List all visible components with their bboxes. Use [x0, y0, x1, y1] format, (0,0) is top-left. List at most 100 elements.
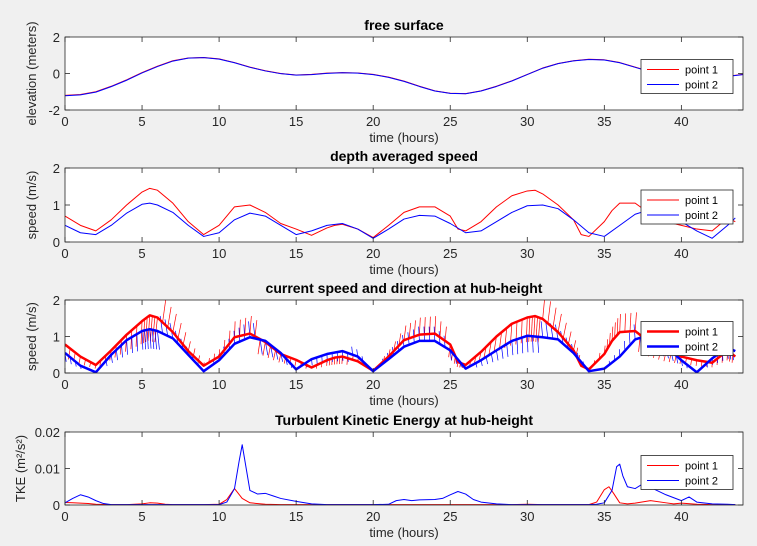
hub-speed-arrow: [403, 325, 407, 341]
tke-legend-box: [640, 455, 734, 490]
hub-speed-arrow: [259, 339, 263, 355]
tke-xtick-label: 30: [520, 509, 534, 524]
free-surface-title: free surface: [364, 17, 444, 33]
hub-speed-data: [65, 300, 737, 373]
free-surface-ytick-label: 2: [53, 30, 60, 45]
hub-speed-arrow: [542, 300, 545, 320]
tke-plot-area: [65, 432, 743, 505]
hub-speed-arrow: [525, 317, 528, 343]
hub-speed-arrow: [444, 326, 447, 341]
hub-speed-legend-box: [640, 321, 734, 356]
hub-speed-arrow: [429, 316, 431, 334]
depth-speed-panel: 0 5 10 15 20 25 30 35 40 0 1 2 depth averaged speed t…: [24, 148, 744, 277]
depth-speed-legend-box: [640, 189, 734, 225]
hub-speed-ytick-label: 2: [53, 293, 60, 308]
hub-speed-arrow: [521, 337, 524, 354]
hub-speed-arrow: [408, 322, 412, 339]
hub-speed-xtick-label: 20: [366, 377, 380, 392]
depth-speed-series-1-line: [65, 187, 736, 239]
hub-speed-xtick-label: 5: [138, 377, 145, 392]
free-surface-ytick-label: 0: [53, 67, 60, 82]
hub-speed-arrow: [526, 335, 529, 353]
depth-speed-xtick-label: 35: [597, 246, 611, 261]
hub-speed-arrow: [187, 341, 191, 352]
hub-speed-arrow: [488, 341, 492, 356]
hub-speed-arrow: [424, 317, 426, 335]
hub-speed-arrow: [530, 316, 533, 342]
depth-speed-xtick-label: 40: [674, 246, 688, 261]
hub-speed-arrow: [144, 330, 146, 350]
hub-speed-xtick-label: 30: [520, 377, 534, 392]
hub-speed-arrow: [131, 337, 133, 354]
hub-speed-arrow: [149, 329, 152, 349]
depth-speed-data: [65, 187, 736, 239]
tke-xtick-label: 20: [366, 509, 380, 524]
free-surface-legend-box: [640, 59, 734, 94]
free-surface-xtick-label: 0: [61, 114, 68, 129]
hub-speed-arrow: [262, 341, 266, 356]
hub-speed-arrow: [172, 313, 177, 333]
free-surface-ylabel: elevation (meters): [24, 21, 39, 125]
tke-legend-label: point 1: [685, 461, 718, 473]
tke-title: Turbulent Kinetic Energy at hub-height: [275, 412, 533, 428]
hub-speed-arrow: [545, 322, 549, 339]
hub-speed-xtick-label: 15: [289, 377, 303, 392]
tke-xtick-label: 40: [674, 509, 688, 524]
free-surface-xtick-label: 30: [520, 114, 534, 129]
tke-ytick-label: 0.02: [35, 425, 60, 440]
hub-speed-arrow: [126, 340, 128, 355]
hub-speed-arrow: [629, 312, 632, 332]
hub-speed-arrow: [162, 300, 167, 323]
depth-speed-xtick-label: 0: [61, 246, 68, 261]
free-surface-ytick-label: -2: [48, 103, 60, 118]
hub-speed-arrow: [419, 317, 421, 335]
depth-speed-series-2-line: [65, 202, 736, 239]
hub-speed-arrow: [562, 322, 567, 339]
hub-speed-arrow: [540, 321, 544, 338]
hub-speed-xtick-label: 0: [61, 377, 68, 392]
depth-speed-xtick-label: 30: [520, 246, 534, 261]
hub-speed-arrow: [121, 344, 123, 358]
hub-speed-ytick-label: 0: [53, 366, 60, 381]
free-surface-xtick-label: 15: [289, 114, 303, 129]
hub-speed-xtick-label: 10: [212, 377, 226, 392]
hub-speed-title: current speed and direction at hub-heigh…: [266, 280, 543, 296]
depth-speed-xtick-label: 20: [366, 246, 380, 261]
hub-speed-panel: 0 5 10 15 20 25 30 35 40 0 1 2 current speed and dir…: [24, 280, 744, 408]
hub-speed-arrow: [568, 331, 572, 345]
hub-speed-arrow: [243, 324, 246, 340]
hub-speed-arrow: [496, 350, 499, 361]
tke-ylabel: TKE (m²/s²): [13, 435, 28, 502]
depth-speed-ytick-label: 1: [53, 198, 60, 213]
hub-speed-xtick-label: 40: [674, 377, 688, 392]
hub-speed-ytick-label: 1: [53, 330, 60, 345]
hub-speed-arrow: [611, 326, 614, 341]
hub-speed-arrow: [254, 320, 258, 337]
depth-speed-ytick-label: 0: [53, 235, 60, 250]
hub-speed-xtick-label: 35: [597, 377, 611, 392]
hub-speed-arrow: [146, 329, 149, 349]
hub-speed-arrow: [130, 330, 133, 350]
free-surface-series-2-line: [65, 57, 743, 97]
tke-panel: 0 5 10 15 20 25 30 35 40 0 0.01 0.02 Turbulent Kinet…: [13, 412, 744, 540]
hub-speed-arrow: [239, 319, 241, 337]
hub-speed-arrow: [624, 313, 626, 332]
hub-speed-arrow: [629, 332, 631, 346]
free-surface-legend: point 1 point 2: [640, 59, 734, 94]
depth-speed-title: depth averaged speed: [330, 148, 478, 164]
hub-speed-arrow: [547, 301, 551, 324]
depth-speed-ytick-label: 2: [53, 161, 60, 176]
hub-speed-arrow: [537, 317, 541, 343]
hub-speed-arrow: [619, 313, 621, 333]
depth-speed-xtick-label: 10: [212, 246, 226, 261]
hub-speed-arrow: [151, 329, 155, 350]
depth-speed-legend-label: point 2: [685, 210, 718, 222]
hub-speed-arrow: [68, 348, 71, 360]
hub-speed-arrow: [614, 322, 616, 338]
hub-speed-arrow: [573, 340, 577, 351]
depth-speed-xtick-label: 5: [138, 246, 145, 261]
hub-speed-arrow: [154, 330, 157, 350]
tke-xtick-label: 10: [212, 509, 226, 524]
